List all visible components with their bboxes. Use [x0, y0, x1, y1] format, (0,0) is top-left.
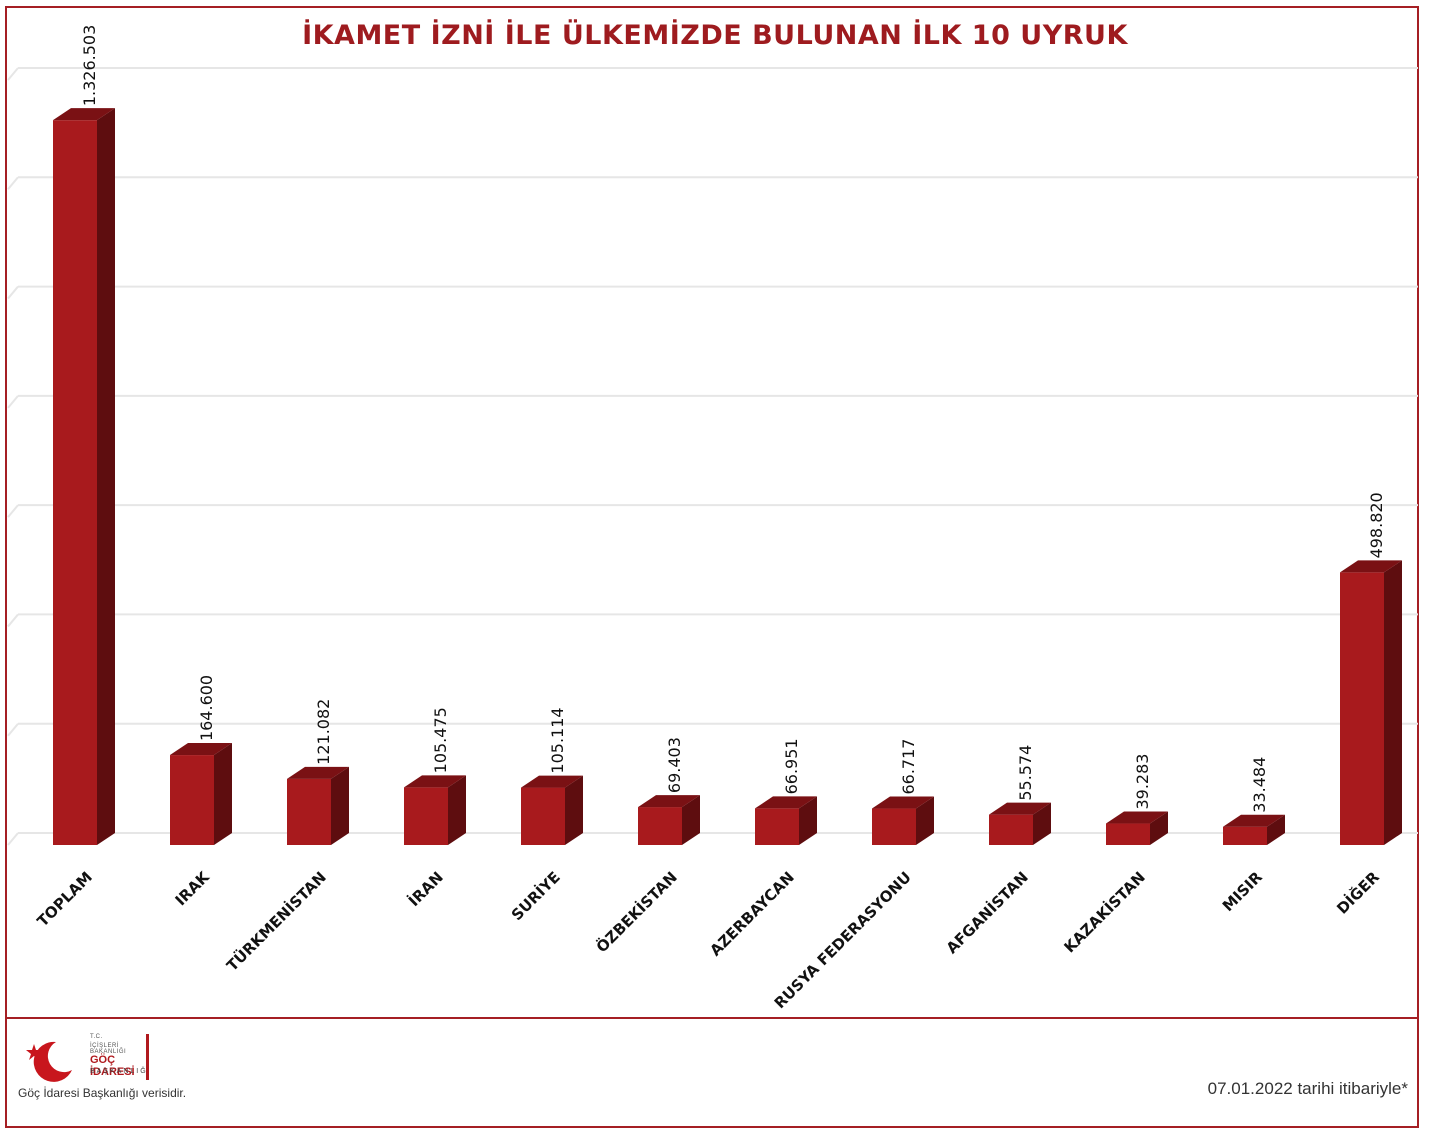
- category-label: AFGANİSTAN: [942, 867, 1032, 957]
- category-label: DİĞER: [1333, 867, 1384, 918]
- label-layer: 1.326.503 TOPLAM 164.600 IRAK 121.082 TÜRKMEN…: [34, 25, 1386, 1012]
- chart-title: İKAMET İZNİ İLE ÜLKEMİZDE BULUNAN İLK 10…: [302, 20, 1128, 51]
- bar-side: [214, 743, 232, 845]
- bar-top: [872, 796, 934, 809]
- bar-front: [1340, 572, 1384, 845]
- logo-bar: [146, 1034, 149, 1080]
- bar-layer: [53, 108, 1402, 845]
- value-label: 498.820: [1367, 492, 1386, 558]
- value-label: 121.082: [314, 699, 333, 765]
- logo-line1: T.C.: [90, 1034, 103, 1040]
- bar-front: [872, 808, 916, 845]
- value-label: 69.403: [665, 737, 684, 793]
- bar-front: [755, 808, 799, 845]
- bar-front: [287, 778, 331, 845]
- chart-frame: [5, 6, 1419, 1128]
- gridline-edge: [7, 723, 19, 737]
- source-note: Göç İdaresi Başkanlığı verisidir.: [18, 1086, 187, 1100]
- value-label: 105.114: [548, 707, 567, 773]
- bar-side: [916, 796, 934, 845]
- gridline-edge: [7, 832, 19, 846]
- logo-line2: İÇİŞLERİ BAKANLIĞI: [90, 1043, 127, 1055]
- bar-front: [521, 787, 565, 845]
- bar-top: [521, 775, 583, 788]
- bar-top: [1340, 560, 1402, 573]
- category-label: SURİYE: [507, 867, 564, 924]
- category-label: IRAK: [172, 867, 214, 909]
- bar-top: [170, 743, 232, 756]
- bar-side: [448, 775, 466, 845]
- value-label: 66.951: [782, 738, 801, 794]
- bar-top: [638, 795, 700, 808]
- value-label: 105.475: [431, 707, 450, 773]
- bar-side: [565, 775, 583, 845]
- logo-sub: BAŞKANLIĞI: [90, 1068, 152, 1075]
- grid-layer: [7, 67, 1418, 846]
- bar-front: [53, 120, 97, 845]
- bar-side: [1384, 560, 1402, 845]
- logo-main: GÖÇ İDARESİ: [90, 1054, 135, 1078]
- bar-top: [53, 108, 115, 121]
- bar-top: [404, 775, 466, 788]
- bar-front: [1106, 823, 1150, 845]
- category-label: MISIR: [1219, 868, 1266, 915]
- category-label: İRAN: [404, 867, 447, 910]
- bar-top: [989, 802, 1051, 815]
- gridline-edge: [7, 176, 19, 190]
- bar-side: [1267, 814, 1285, 845]
- category-label: AZERBAYCAN: [706, 868, 797, 959]
- category-label: RUSYA FEDERASYONU: [771, 868, 915, 1012]
- value-label: 39.283: [1133, 754, 1152, 810]
- value-label: 33.484: [1250, 757, 1269, 813]
- gridline-edge: [7, 395, 19, 409]
- bar-side: [331, 766, 349, 845]
- date-note: 07.01.2022 tarihi itibariyle*: [1207, 1079, 1408, 1098]
- category-label: KAZAKİSTAN: [1060, 867, 1149, 956]
- bar-top: [287, 766, 349, 779]
- bar-side: [682, 795, 700, 845]
- bar-side: [1033, 802, 1051, 845]
- bar-front: [989, 814, 1033, 845]
- crescent-star-icon: [26, 1041, 72, 1082]
- bar-top: [1223, 814, 1285, 827]
- bar-front: [404, 787, 448, 845]
- bar-side: [799, 796, 817, 845]
- bar-front: [170, 755, 214, 845]
- category-label: TOPLAM: [34, 868, 96, 930]
- category-label: TÜRKMENİSTAN: [222, 867, 329, 974]
- gridline-edge: [7, 504, 19, 518]
- value-label: 1.326.503: [80, 25, 99, 106]
- bar-front: [638, 807, 682, 845]
- value-label: 55.574: [1016, 745, 1035, 801]
- footer-divider: [5, 1017, 1419, 1019]
- value-label: 164.600: [197, 675, 216, 741]
- bar-front: [1223, 826, 1267, 845]
- value-label: 66.717: [899, 739, 918, 795]
- bar-side: [97, 108, 115, 845]
- goc-idaresi-logo: T.C. İÇİŞLERİ BAKANLIĞI GÖÇ İDARESİ BAŞK…: [22, 1032, 157, 1082]
- bar-side: [1150, 811, 1168, 845]
- category-label: ÖZBEKİSTAN: [592, 867, 681, 956]
- gridline-edge: [7, 285, 19, 300]
- gridline-edge: [7, 67, 19, 81]
- bar-top: [1106, 811, 1168, 824]
- bar-top: [755, 796, 817, 809]
- gridline-edge: [7, 613, 19, 628]
